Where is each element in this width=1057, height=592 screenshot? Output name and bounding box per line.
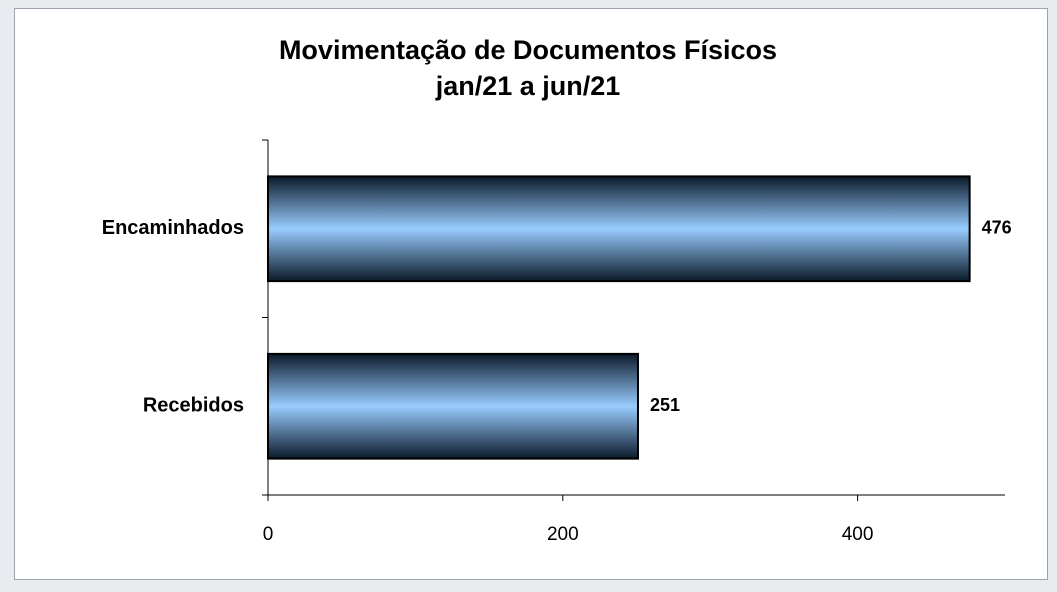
y-tick-label: Recebidos (143, 395, 244, 417)
bar (267, 175, 971, 283)
x-tick-label: 200 (547, 524, 579, 545)
bar (267, 352, 639, 460)
x-tick-label: 400 (842, 524, 874, 545)
x-tick-label: 0 (263, 524, 274, 545)
chart-subtitle: jan/21 a jun/21 (435, 71, 621, 101)
y-tick-label: Encaminhados (102, 217, 244, 239)
chart-area (14, 8, 1048, 580)
chart-title: Movimentação de Documentos Físicos (279, 35, 777, 65)
value-label: 251 (650, 395, 680, 415)
value-label: 476 (982, 218, 1012, 238)
